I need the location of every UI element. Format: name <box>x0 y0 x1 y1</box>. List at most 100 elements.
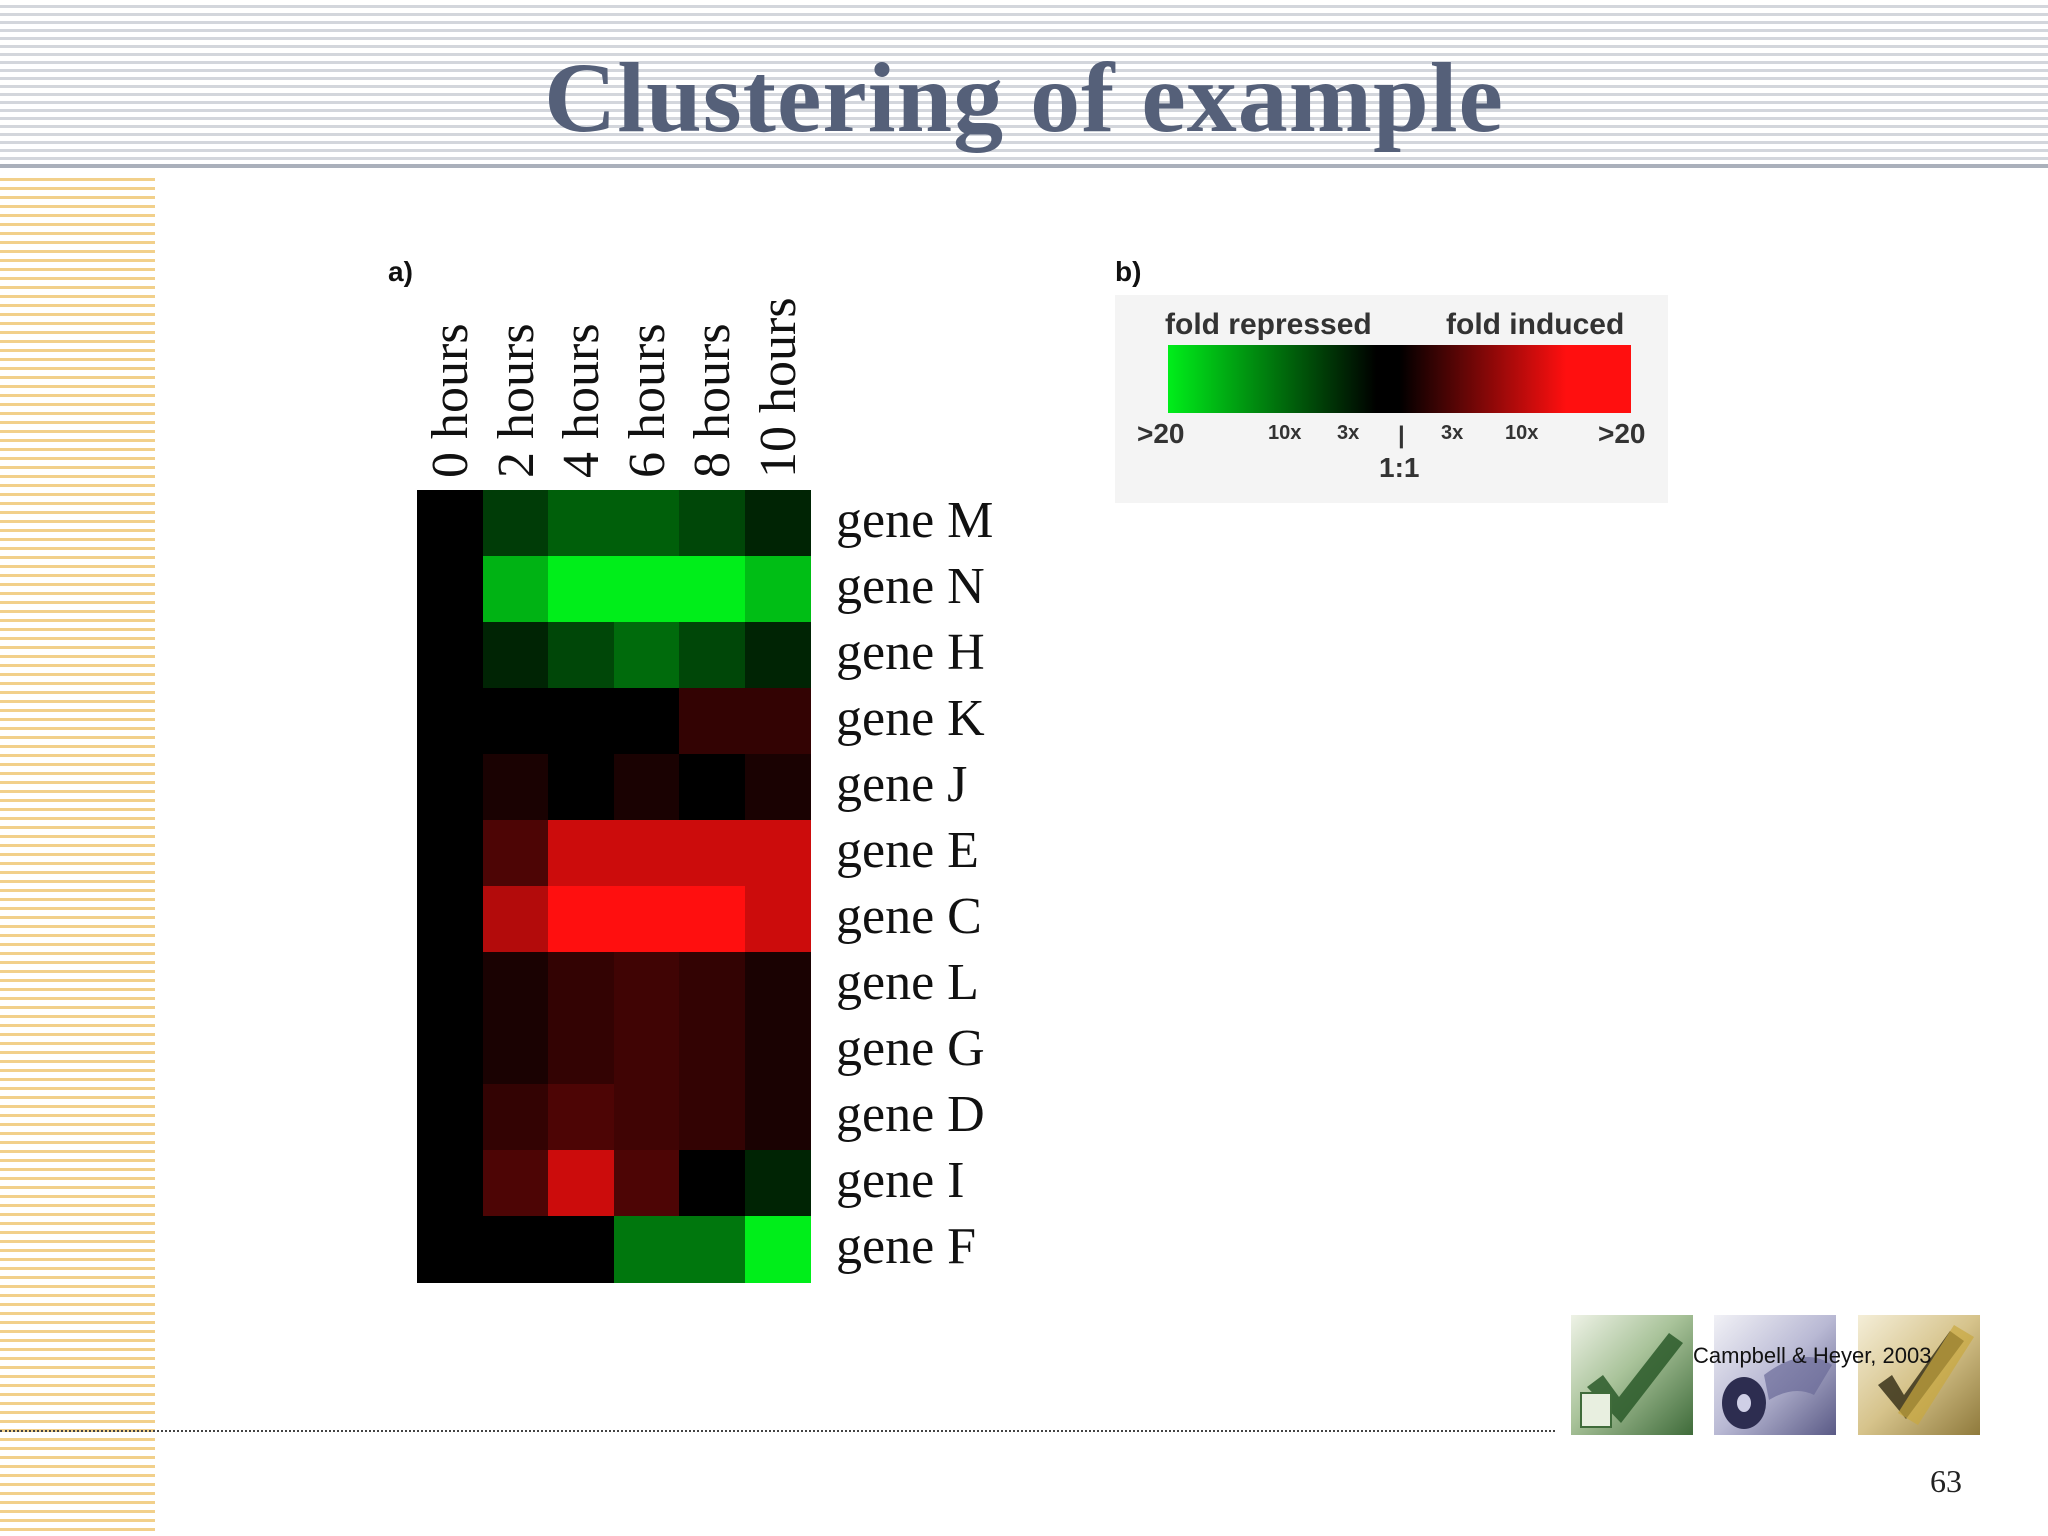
checkmark-thumbnail <box>1571 1315 1693 1435</box>
heatmap-cell <box>548 1018 614 1085</box>
heatmap-row-label: gene E <box>836 822 979 879</box>
heatmap-cell <box>744 886 811 953</box>
heatmap-cell <box>744 754 811 821</box>
heatmap-cell <box>482 556 549 623</box>
heatmap-cell <box>482 1018 549 1085</box>
left-margin-stripes <box>0 172 155 1536</box>
heatmap-cell <box>548 622 614 689</box>
heatmap-row-label: gene L <box>836 954 979 1011</box>
heatmap-cell <box>744 1216 811 1283</box>
disc-icon <box>1722 1357 1832 1429</box>
heatmap-cell <box>744 622 811 689</box>
heatmap-column-label: 6 hours <box>618 323 676 478</box>
heatmap-column-label: 10 hours <box>749 297 807 478</box>
heatmap-cell <box>482 952 549 1019</box>
ruler-thumbnail <box>1858 1315 1980 1435</box>
checkmark-icon <box>1580 1333 1683 1428</box>
slide-title: Clustering of example <box>544 42 1504 153</box>
heatmap-cell <box>679 886 745 953</box>
panel-a-label: a) <box>388 256 413 287</box>
heatmap-cell <box>679 490 745 557</box>
heatmap-column-label: 2 hours <box>487 323 545 478</box>
legend-tick-label: >20 <box>1598 418 1646 449</box>
legend-right-label: fold induced <box>1446 308 1625 341</box>
heatmap-row-label: gene G <box>836 1020 985 1077</box>
heatmap-row-label: gene I <box>836 1152 965 1209</box>
heatmap-cell <box>482 886 549 953</box>
heatmap-cell <box>417 1018 483 1085</box>
legend-tick-label: 10x <box>1505 422 1539 444</box>
heatmap-row-label: gene M <box>836 492 994 549</box>
heatmap-cell <box>744 820 811 887</box>
heatmap-cell <box>744 1084 811 1151</box>
legend-tick-label: 3x <box>1337 422 1360 444</box>
heatmap-cell <box>482 1084 549 1151</box>
heatmap-cell <box>548 754 614 821</box>
heatmap-cell <box>613 1150 680 1217</box>
heatmap-row-label: gene N <box>836 558 985 615</box>
heatmap-cell <box>679 1216 745 1283</box>
heatmap-cell <box>679 688 745 755</box>
heatmap-column-label: 0 hours <box>422 323 479 478</box>
heatmap-cell <box>613 754 680 821</box>
heatmap-cell <box>613 1084 680 1151</box>
heatmap-cell <box>679 952 745 1019</box>
heatmap-cell <box>613 952 680 1019</box>
heatmap-cell <box>482 754 549 821</box>
heatmap-cell <box>679 820 745 887</box>
legend-left-label: fold repressed <box>1165 308 1372 341</box>
legend-tick-label: | <box>1398 422 1405 449</box>
heatmap-cell <box>417 622 483 689</box>
citation-credit: Campbell & Heyer, 2003 <box>1693 1343 1932 1368</box>
legend-gradient <box>1168 345 1631 413</box>
header-rule <box>0 164 2048 168</box>
footer-divider <box>0 1430 1555 1432</box>
heatmap-cell <box>548 952 614 1019</box>
heatmap-cell <box>417 886 483 953</box>
heatmap-cell <box>417 952 483 1019</box>
legend-tick-label: 10x <box>1268 422 1302 444</box>
heatmap-row-label: gene C <box>836 888 982 945</box>
heatmap-row-label: gene H <box>836 624 985 681</box>
heatmap-cell <box>744 490 811 557</box>
heatmap-cell <box>417 1150 483 1217</box>
heatmap-cell <box>744 556 811 623</box>
heatmap-cell <box>548 1150 614 1217</box>
heatmap-cell <box>613 556 680 623</box>
heatmap-column-label: 8 hours <box>684 323 741 478</box>
heatmap-cell <box>417 754 483 821</box>
heatmap-cell <box>482 1150 549 1217</box>
heatmap-cell <box>679 1084 745 1151</box>
legend-tick-label: >20 <box>1137 418 1185 449</box>
disc-thumbnail <box>1714 1315 1836 1435</box>
heatmap-cell <box>482 820 549 887</box>
heatmap-cell <box>482 688 549 755</box>
heatmap-cell <box>548 688 614 755</box>
heatmap-cell <box>613 1216 680 1283</box>
heatmap-cell <box>744 688 811 755</box>
page-number: 63 <box>1930 1463 1962 1499</box>
heatmap-cell <box>744 1018 811 1085</box>
heatmap-cell <box>613 886 680 953</box>
heatmap-cell <box>417 490 483 557</box>
heatmap-column-label: 4 hours <box>553 323 610 478</box>
heatmap-cell <box>548 490 614 557</box>
header-stripes <box>0 0 2048 172</box>
heatmap-cell <box>548 886 614 953</box>
heatmap-cell <box>548 556 614 623</box>
heatmap-cell <box>679 556 745 623</box>
panel-b-label: b) <box>1115 256 1142 287</box>
heatmap-cell <box>613 688 680 755</box>
heatmap-cell <box>548 820 614 887</box>
heatmap-cell <box>613 820 680 887</box>
heatmap-cell <box>548 1216 614 1283</box>
heatmap-cell <box>613 1018 680 1085</box>
heatmap-row-label: gene F <box>836 1218 977 1275</box>
checkmark-icon <box>1878 1325 1974 1425</box>
heatmap-cell <box>744 952 811 1019</box>
heatmap-cell <box>744 1150 811 1217</box>
heatmap-cell <box>482 622 549 689</box>
heatmap-row-label: gene J <box>836 756 968 813</box>
legend-center-label: 1:1 <box>1379 452 1420 483</box>
heatmap-cell <box>417 820 483 887</box>
